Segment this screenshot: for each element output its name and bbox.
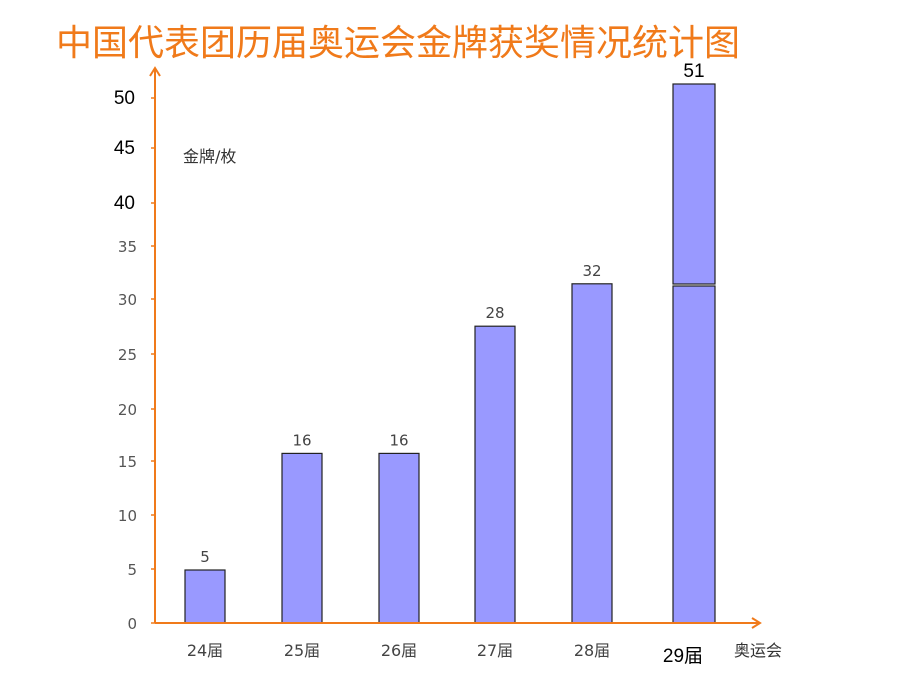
x-tick-label: 27届 xyxy=(477,641,513,660)
chart-title: 中国代表团历届奥运会金牌获奖情况统计图 xyxy=(56,23,741,64)
x-tick-label: 29届 xyxy=(663,646,703,667)
axes-group xyxy=(149,66,762,629)
bar xyxy=(184,569,226,624)
x-tick-label: 26届 xyxy=(381,641,417,660)
y-tick-label: 10 xyxy=(118,507,137,525)
data-label: 5 xyxy=(200,548,210,566)
bar xyxy=(571,283,613,624)
y-tick-label: 35 xyxy=(118,238,137,256)
y-tick-label: 20 xyxy=(118,401,137,419)
bar xyxy=(672,83,716,285)
data-label: 16 xyxy=(389,431,408,449)
y-tick-label: 25 xyxy=(118,346,137,364)
y-tick-label: 45 xyxy=(114,138,135,159)
x-tick-label: 28届 xyxy=(574,641,610,660)
data-label: 28 xyxy=(485,304,504,322)
x-tick-label: 25届 xyxy=(284,641,320,660)
data-label: 16 xyxy=(292,431,311,449)
y-tick-label: 40 xyxy=(114,193,135,214)
x-axis-arrow xyxy=(751,617,762,629)
y-axis-title: 金牌/枚 xyxy=(183,147,236,166)
y-axis-arrow xyxy=(149,66,161,77)
bar xyxy=(672,285,716,624)
y-tick-label: 5 xyxy=(127,561,137,579)
y-tick-label: 50 xyxy=(114,88,135,109)
y-tick-label: 0 xyxy=(127,615,137,633)
data-label: 32 xyxy=(582,262,601,280)
bar xyxy=(474,325,516,624)
bar xyxy=(378,452,420,624)
bar xyxy=(281,452,323,624)
y-tick-label: 15 xyxy=(118,453,137,471)
y-tick-label: 30 xyxy=(118,291,137,309)
x-tick-label: 24届 xyxy=(187,641,223,660)
x-axis-title: 奥运会 xyxy=(734,641,782,660)
bars-group xyxy=(184,83,716,624)
data-label: 51 xyxy=(683,61,704,82)
